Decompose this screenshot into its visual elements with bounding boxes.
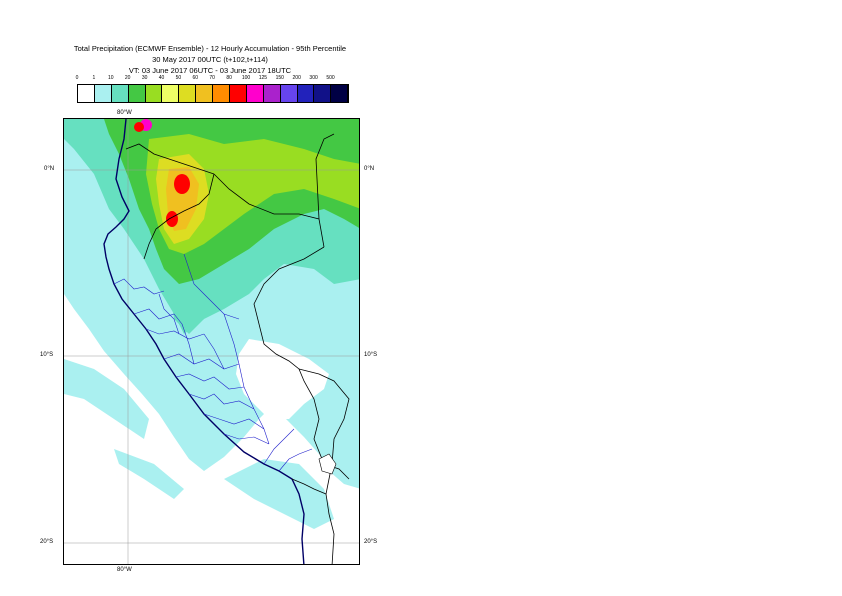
legend-tick-label: 80 [226,75,232,81]
legend-tick-label: 70 [209,75,215,81]
lat-label-right-0: 0°N [364,166,375,172]
precip-red-core-1 [174,174,190,194]
lon-label-top: 80°W [117,110,132,116]
region-borders [113,253,313,472]
legend-swatch [230,85,247,102]
precip-red-core-2 [166,211,178,227]
legend-tick-label: 30 [141,75,148,81]
title-line-1: Total Precipitation (ECMWF Ensemble) - 1… [73,44,347,53]
map-canvas [64,119,359,564]
precip-red-core-3 [134,122,144,132]
border-ecuador-colombia [125,143,215,175]
legend-swatch [314,85,332,102]
coastline [103,119,305,564]
precipitation-map [63,118,360,565]
legend-swatch [280,85,298,102]
legend-tick-label: 40 [158,75,165,81]
legend-tick-label: 300 [309,75,318,81]
lat-label-left-10s: 10°S [40,352,54,358]
precip-light-sea-streak-2 [114,449,184,499]
legend-tick-label: 20 [124,75,131,81]
legend-swatch [213,85,231,102]
legend-tick-label: 500 [326,75,335,81]
legend-swatch [128,85,146,102]
border-colombia-brazil [315,133,335,220]
legend-swatch [196,85,214,102]
legend-swatch [246,85,264,102]
legend-swatch [331,85,349,102]
lat-label-right-20s: 20°S [364,539,378,545]
legend-swatches [77,84,350,103]
lon-label-bottom: 80°W [117,567,132,573]
legend-swatch [111,85,129,102]
lat-label-left-20s: 20°S [40,539,54,545]
legend-swatch [145,85,163,102]
legend-tick-label: 200 [292,75,301,81]
legend-swatch [263,85,281,102]
lat-label-left-0: 0°N [44,166,55,172]
border-peru-chile [291,478,327,495]
precip-light-south [224,459,334,529]
legend-tick-label: 100 [241,75,251,81]
legend-tick-label: 50 [175,75,182,81]
legend-swatch [94,85,112,102]
legend-swatch [78,85,95,102]
border-peru-bolivia [298,368,350,495]
border-ecuador-peru [143,173,215,260]
dry-region-south [236,339,329,419]
color-legend: 0 1 10 20 30 40 50 60 70 80 100 125 150 200 300 500 [75,75,350,103]
precip-teal-andes [169,279,204,334]
lat-label-right-10s: 10°S [364,352,378,358]
legend-tick-label: 60 [192,75,199,81]
title-line-3: VT: 03 June 2017 06UTC - 03 June 2017 18… [128,66,292,75]
legend-tick-label: 150 [275,75,284,81]
legend-tick-label: 1 [92,75,96,81]
legend-tick-label: 125 [258,75,268,81]
title-line-2: 30 May 2017 00UTC (t+102,t+114) [152,55,268,64]
legend-swatch [162,85,180,102]
border-bolivia-chile [325,493,335,564]
legend-tick-label: 10 [108,75,114,81]
border-peru-brazil [253,246,350,480]
lake-titicaca [318,453,337,475]
legend-swatch [297,85,315,102]
legend-swatch [179,85,197,102]
legend-tick-label: 0 [75,75,79,81]
